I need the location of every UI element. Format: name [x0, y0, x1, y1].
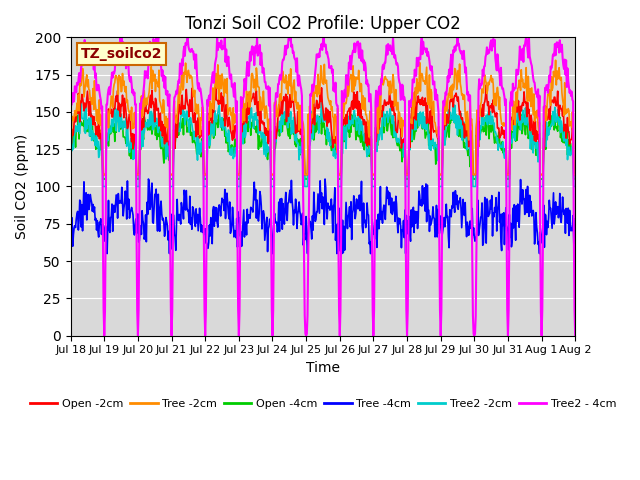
Tree2 -2cm: [527, 146, 534, 152]
Tree2 -2cm: [178, 112, 186, 118]
Tree -4cm: [527, 209, 534, 215]
Tree2 -2cm: [200, 184, 207, 190]
Tree -2cm: [99, 172, 107, 178]
Open -2cm: [178, 92, 186, 98]
Open -4cm: [572, 176, 579, 182]
Open -4cm: [316, 120, 324, 125]
Tree -2cm: [316, 92, 323, 97]
Open -4cm: [74, 112, 82, 118]
Open -2cm: [483, 82, 490, 88]
Open -4cm: [201, 176, 209, 182]
Y-axis label: Soil CO2 (ppm): Soil CO2 (ppm): [15, 134, 29, 239]
Tree2 - 4cm: [179, 63, 187, 69]
Open -2cm: [99, 172, 107, 178]
Tree2 - 4cm: [201, 306, 209, 312]
Tree2 - 4cm: [365, 98, 373, 104]
Tree2 -2cm: [316, 120, 324, 126]
Line: Open -4cm: Open -4cm: [70, 115, 575, 179]
Text: TZ_soilco2: TZ_soilco2: [81, 47, 163, 61]
Tree2 -2cm: [365, 146, 373, 152]
Tree2 - 4cm: [67, 98, 74, 104]
Open -4cm: [415, 112, 423, 118]
Tree -2cm: [178, 62, 186, 68]
Tree2 - 4cm: [100, 333, 108, 338]
Line: Tree -2cm: Tree -2cm: [70, 60, 575, 175]
Open -2cm: [415, 93, 422, 99]
Tree -2cm: [415, 80, 422, 85]
Open -4cm: [527, 134, 534, 140]
Tree2 -2cm: [67, 135, 74, 141]
Tree2 -2cm: [572, 184, 579, 190]
Open -2cm: [527, 128, 534, 133]
Tree -4cm: [103, 251, 111, 256]
Open -4cm: [365, 153, 373, 159]
Open -4cm: [99, 176, 107, 182]
Open -2cm: [316, 105, 323, 110]
Tree -4cm: [179, 206, 187, 212]
Tree2 -2cm: [415, 123, 423, 129]
Open -4cm: [179, 116, 187, 121]
Line: Tree -4cm: Tree -4cm: [70, 179, 575, 253]
Line: Open -2cm: Open -2cm: [70, 85, 575, 175]
X-axis label: Time: Time: [306, 361, 340, 375]
Tree -4cm: [415, 188, 423, 194]
Tree -4cm: [145, 176, 152, 182]
Tree -4cm: [67, 238, 74, 243]
Tree2 - 4cm: [527, 57, 534, 62]
Tree -4cm: [316, 178, 324, 184]
Tree -2cm: [200, 172, 207, 178]
Tree2 - 4cm: [316, 46, 324, 52]
Tree -4cm: [572, 216, 579, 222]
Tree -2cm: [67, 138, 74, 144]
Tree2 -2cm: [283, 97, 291, 103]
Legend: Open -2cm, Tree -2cm, Open -4cm, Tree -4cm, Tree2 -2cm, Tree2 - 4cm: Open -2cm, Tree -2cm, Open -4cm, Tree -4…: [25, 395, 621, 414]
Open -2cm: [200, 172, 207, 178]
Title: Tonzi Soil CO2 Profile: Upper CO2: Tonzi Soil CO2 Profile: Upper CO2: [185, 15, 461, 33]
Tree -4cm: [201, 230, 209, 236]
Tree2 - 4cm: [572, 333, 579, 338]
Line: Tree2 - 4cm: Tree2 - 4cm: [70, 37, 575, 336]
Tree2 -2cm: [99, 184, 107, 190]
Tree2 - 4cm: [415, 55, 423, 60]
Tree -2cm: [526, 98, 534, 104]
Open -4cm: [67, 159, 74, 165]
Open -2cm: [365, 124, 372, 130]
Tree -4cm: [365, 241, 373, 247]
Tree2 - 4cm: [116, 35, 124, 40]
Tree -2cm: [572, 172, 579, 178]
Tree -2cm: [365, 130, 372, 135]
Line: Tree2 -2cm: Tree2 -2cm: [70, 100, 575, 187]
Tree -2cm: [552, 58, 559, 63]
Open -2cm: [572, 172, 579, 178]
Open -2cm: [67, 131, 74, 137]
